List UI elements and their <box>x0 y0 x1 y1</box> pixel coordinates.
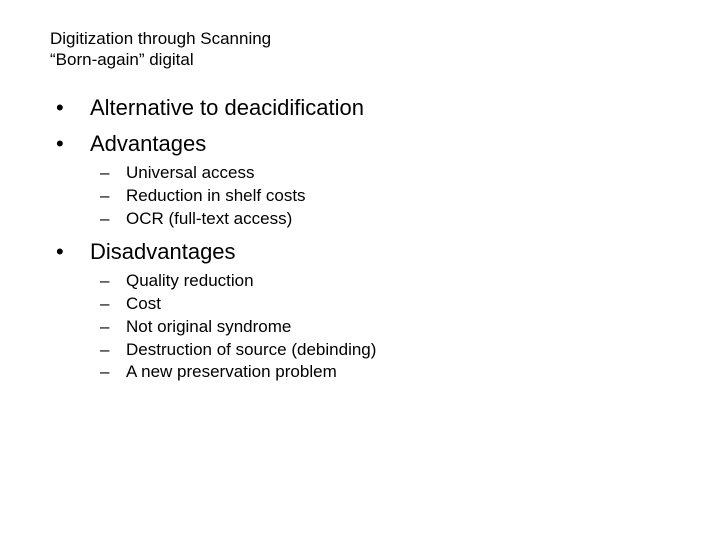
bullet-text: Destruction of source (debinding) <box>126 339 376 362</box>
bullet-l1: • Advantages <box>50 129 670 160</box>
bullet-marker-icon: • <box>50 237 90 268</box>
title-line-2: “Born-again” digital <box>50 49 670 70</box>
bullet-marker-icon: • <box>50 129 90 160</box>
bullet-text: Universal access <box>126 162 255 185</box>
bullet-l2: – Reduction in shelf costs <box>50 185 670 208</box>
bullet-text: Advantages <box>90 129 206 160</box>
bullet-l2: – Destruction of source (debinding) <box>50 339 670 362</box>
dash-marker-icon: – <box>100 162 126 185</box>
bullet-l2: – Quality reduction <box>50 270 670 293</box>
bullet-text: A new preservation problem <box>126 361 337 384</box>
bullet-l2: – A new preservation problem <box>50 361 670 384</box>
bullet-text: Alternative to deacidification <box>90 93 364 124</box>
title-line-1: Digitization through Scanning <box>50 28 670 49</box>
bullet-group-2: • Disadvantages – Quality reduction – Co… <box>50 237 670 384</box>
bullet-text: Disadvantages <box>90 237 236 268</box>
dash-marker-icon: – <box>100 339 126 362</box>
bullet-text: Not original syndrome <box>126 316 291 339</box>
bullet-group-1: • Advantages – Universal access – Reduct… <box>50 129 670 231</box>
dash-marker-icon: – <box>100 185 126 208</box>
bullet-l1: • Alternative to deacidification <box>50 93 670 124</box>
dash-marker-icon: – <box>100 361 126 384</box>
bullet-l2: – OCR (full-text access) <box>50 208 670 231</box>
slide-title: Digitization through Scanning “Born-agai… <box>50 28 670 71</box>
bullet-text: Quality reduction <box>126 270 254 293</box>
bullet-text: Cost <box>126 293 161 316</box>
dash-marker-icon: – <box>100 270 126 293</box>
dash-marker-icon: – <box>100 208 126 231</box>
bullet-l2: – Universal access <box>50 162 670 185</box>
dash-marker-icon: – <box>100 293 126 316</box>
bullet-group-0: • Alternative to deacidification <box>50 93 670 124</box>
dash-marker-icon: – <box>100 316 126 339</box>
bullet-l2: – Cost <box>50 293 670 316</box>
bullet-l1: • Disadvantages <box>50 237 670 268</box>
bullet-text: Reduction in shelf costs <box>126 185 306 208</box>
slide: Digitization through Scanning “Born-agai… <box>0 0 720 540</box>
bullet-l2: – Not original syndrome <box>50 316 670 339</box>
bullet-marker-icon: • <box>50 93 90 124</box>
bullet-text: OCR (full-text access) <box>126 208 292 231</box>
